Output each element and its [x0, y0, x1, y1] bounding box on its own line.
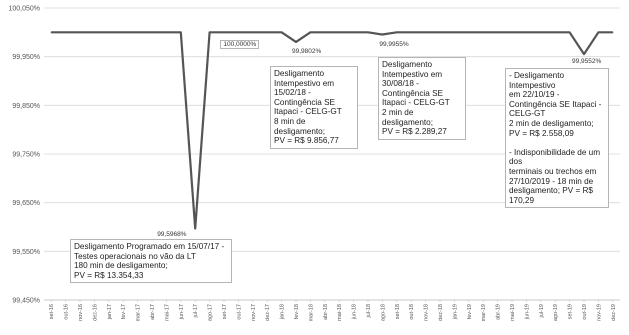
- data-point: [353, 31, 355, 33]
- annotation-callout: Desligamento Programado em 15/07/17 - Te…: [70, 239, 232, 284]
- data-point: [165, 31, 167, 33]
- data-point: [439, 31, 441, 33]
- data-point: [50, 31, 52, 33]
- x-tick-label: mar-19: [481, 304, 487, 321]
- data-point: [597, 31, 600, 33]
- x-tick-label: dez-17: [265, 304, 271, 321]
- data-point: [338, 31, 340, 33]
- x-tick-label: jan-18: [280, 304, 286, 320]
- data-point: [309, 31, 311, 33]
- x-tick-label: out-16: [64, 304, 70, 320]
- y-tick-label: 99,650%: [12, 200, 40, 207]
- data-point: [511, 31, 513, 33]
- x-tick-label: fev-19: [467, 304, 473, 319]
- x-tick-label: set-19: [568, 304, 574, 319]
- data-point: [396, 31, 398, 33]
- x-tick-label: abr-18: [323, 304, 329, 320]
- data-point: [194, 227, 196, 230]
- x-tick-label: mai-18: [337, 304, 343, 321]
- data-point: [540, 31, 542, 33]
- annotation-callout: Desligamento Intempestivo em 15/02/18 - …: [270, 66, 358, 149]
- data-point: [569, 31, 571, 33]
- data-point: [79, 31, 81, 33]
- series-line: [51, 31, 613, 230]
- data-point: [295, 41, 297, 43]
- x-tick-label: set-17: [222, 304, 228, 319]
- x-tick-label: dez-19: [611, 304, 617, 321]
- x-tick-label: jan-19: [452, 304, 458, 320]
- data-point: [324, 31, 326, 33]
- point-value-label: 99,5968%: [155, 230, 189, 238]
- data-point: [266, 31, 268, 33]
- y-tick-label: 99,550%: [12, 249, 40, 256]
- x-tick-label: abr-17: [150, 304, 156, 320]
- y-tick-label: 99,850%: [12, 103, 40, 110]
- data-point: [453, 31, 455, 33]
- data-point: [468, 31, 470, 33]
- x-tick-label: fev-17: [121, 304, 127, 319]
- data-point: [425, 31, 427, 33]
- data-point: [497, 31, 499, 33]
- x-tick-label: out-17: [236, 304, 242, 320]
- x-tick-label: dez-16: [92, 304, 98, 321]
- x-tick-label: ago-18: [380, 304, 386, 321]
- x-tick-label: fev-18: [294, 304, 300, 319]
- point-value-label: 100,0000%: [220, 40, 260, 50]
- x-tick-label: ago-19: [553, 304, 559, 321]
- x-tick-label: abr-19: [496, 304, 502, 320]
- data-point: [281, 31, 283, 33]
- x-tick-label: jul-17: [193, 304, 199, 318]
- x-tick-label: jun-18: [352, 304, 358, 320]
- annotation-callout: - Desligamento Intempestivo em 22/10/19 …: [505, 68, 609, 209]
- data-point: [122, 31, 124, 33]
- x-tick-label: nov-17: [251, 304, 257, 321]
- x-tick-label: set-18: [395, 304, 401, 319]
- data-point: [137, 31, 139, 33]
- point-value-label: 99,9552%: [570, 58, 604, 66]
- point-value-label: 99,9802%: [290, 47, 324, 55]
- y-tick-label: 99,750%: [12, 152, 40, 159]
- data-point: [612, 31, 614, 33]
- data-point: [237, 31, 239, 33]
- x-tick-label: mai-19: [510, 304, 516, 321]
- data-point: [108, 31, 110, 33]
- data-point: [93, 31, 95, 33]
- data-point: [180, 31, 182, 33]
- x-tick-label: set-16: [49, 304, 55, 319]
- data-point: [223, 31, 225, 33]
- x-tick-label: nov-16: [78, 304, 84, 321]
- x-tick-label: jun-17: [179, 304, 185, 320]
- x-tick-label: jul-19: [539, 304, 545, 318]
- data-point: [482, 31, 484, 33]
- x-tick-label: jul-18: [366, 304, 372, 318]
- data-point: [583, 53, 585, 55]
- y-tick-label: 99,950%: [12, 54, 40, 61]
- x-tick-label: mar-18: [308, 304, 314, 321]
- x-tick-label: dez-18: [438, 304, 444, 321]
- data-point: [410, 31, 412, 33]
- data-point: [65, 31, 67, 33]
- data-point: [151, 31, 153, 33]
- x-tick-label: mar-17: [136, 304, 142, 321]
- data-point: [554, 31, 556, 33]
- data-point: [367, 31, 369, 33]
- x-tick-label: nov-19: [596, 304, 602, 321]
- y-tick-label: 99,450%: [12, 298, 40, 305]
- data-point: [525, 31, 528, 33]
- y-tick-label: 100,050%: [8, 6, 40, 13]
- x-tick-label: jun-19: [524, 304, 530, 320]
- x-tick-label: out-19: [582, 304, 588, 320]
- x-tick-label: out-18: [409, 304, 415, 320]
- x-tick-label: jan-17: [107, 304, 113, 320]
- x-tick-label: ago-17: [208, 304, 214, 321]
- point-value-label: 99,9955%: [377, 40, 411, 48]
- data-point: [252, 31, 254, 33]
- x-tick-label: mai-17: [164, 304, 170, 321]
- x-tick-label: nov-18: [424, 304, 430, 321]
- annotation-callout: Desligamento Intempestivo em 30/08/18 - …: [378, 57, 466, 140]
- data-point: [209, 31, 211, 33]
- data-point: [381, 33, 383, 36]
